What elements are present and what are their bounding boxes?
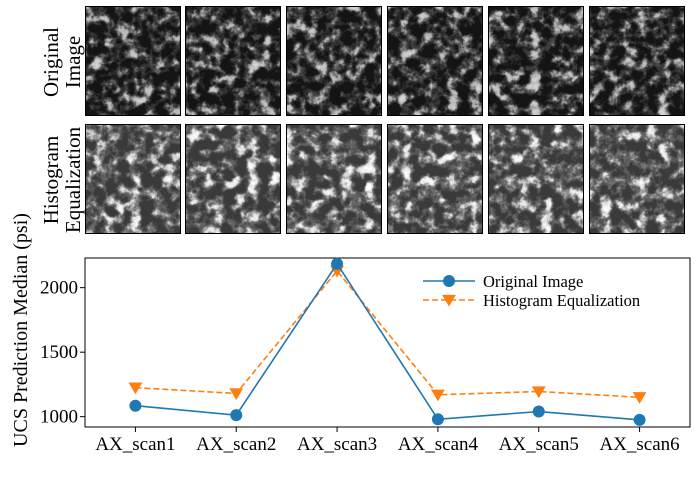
thumbnail-grid [85, 6, 685, 234]
point-triangle-down [632, 392, 647, 404]
point-circle [532, 405, 545, 418]
thumbnail-original-4 [387, 6, 483, 116]
y-tick-label: 1500 [40, 342, 78, 363]
point-triangle-down [229, 388, 244, 401]
y-tick-label: 1000 [40, 407, 78, 428]
thumbnail-equalized-1 [85, 124, 181, 234]
ucs-line-chart: UCS Prediction Median (psi) 1000 1500 2000… [10, 213, 691, 455]
y-tick-label: 2000 [40, 278, 78, 299]
plot-frame [84, 257, 691, 428]
thumbnail-equalized-4 [387, 124, 483, 234]
row-label-original: Original Image [39, 27, 85, 97]
y-axis-label: UCS Prediction Median (psi) [10, 213, 32, 447]
legend-entry: Histogram Equalization [423, 291, 640, 310]
point-circle [129, 399, 142, 412]
point-triangle-down [128, 382, 143, 395]
legend-label: Original Image [483, 272, 583, 291]
series-line [135, 269, 640, 399]
point-circle [443, 275, 455, 287]
thumbnail-original-2 [185, 6, 281, 116]
chart-axes: 1000 1500 2000 AX_scan1 AX_scan2 AX_scan3 AX_s… [40, 257, 691, 455]
thumbnail-original-5 [488, 6, 584, 116]
x-tick-label: AX_scan1 [95, 434, 175, 455]
legend-label: Histogram Equalization [483, 291, 640, 310]
row-label-original-line2: Image [61, 36, 85, 88]
series-line [135, 262, 640, 421]
thumbnail-equalized-2 [185, 124, 281, 234]
x-tick-label: AX_scan4 [398, 434, 479, 455]
x-tick-label: AX_scan2 [196, 434, 276, 455]
series-original-image [129, 257, 646, 426]
chart-series [128, 257, 647, 426]
thumbnail-equalized-3 [286, 124, 382, 234]
point-circle [230, 409, 243, 422]
row-label-original-line1: Original [39, 27, 63, 97]
point-circle [431, 413, 444, 426]
point-circle [331, 257, 344, 270]
row-label-equalized: Histogram Equalization [39, 126, 85, 233]
point-triangle-down [442, 294, 456, 307]
thumbnail-original-6 [589, 6, 685, 116]
x-tick-label: AX_scan6 [599, 434, 679, 455]
x-tick-label: AX_scan5 [499, 434, 579, 455]
row-label-equalized-line1: Histogram [39, 136, 63, 225]
point-triangle-down [531, 386, 546, 399]
point-circle [633, 413, 646, 426]
x-tick-label: AX_scan3 [297, 434, 377, 455]
thumbnail-original-1 [85, 6, 181, 116]
thumbnail-original-3 [286, 6, 382, 116]
thumbnail-equalized-6 [589, 124, 685, 234]
legend-entry: Original Image [423, 272, 583, 291]
point-triangle-down [431, 389, 445, 402]
thumbnail-equalized-5 [488, 124, 584, 234]
row-label-equalized-line2: Equalization [61, 126, 85, 233]
